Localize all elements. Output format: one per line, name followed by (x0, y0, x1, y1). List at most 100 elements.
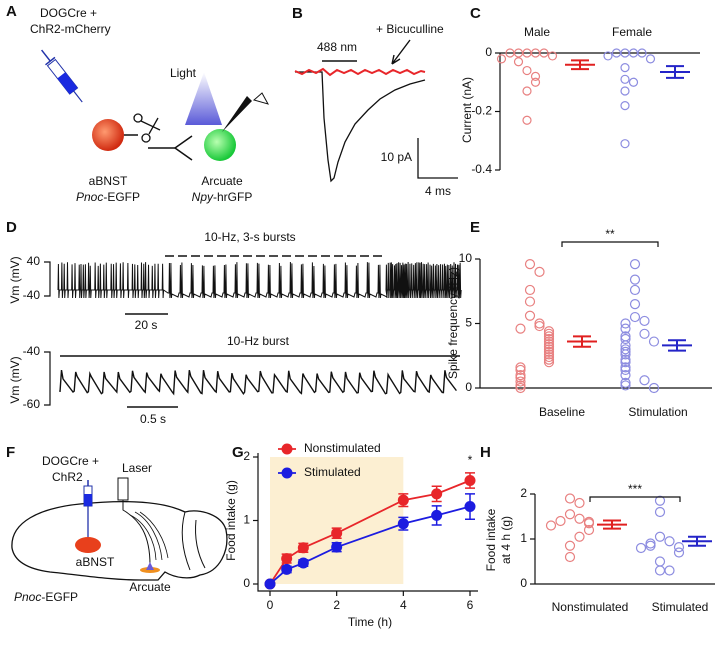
data-point (281, 563, 293, 575)
label: DOGCre + (42, 454, 99, 468)
error-bar (666, 65, 684, 79)
data-point (620, 377, 631, 388)
label: 4 ms (425, 184, 451, 198)
data-point (534, 266, 545, 277)
trace (59, 369, 457, 396)
data-point (620, 346, 631, 357)
data-point (648, 382, 660, 394)
data-point (635, 542, 647, 554)
data-point (654, 565, 666, 576)
data-point (543, 357, 555, 368)
y-axis-label: Food intake (g) (224, 480, 238, 561)
label: aBNST (89, 174, 128, 188)
label: 10-Hz burst (227, 334, 290, 348)
y-tick-label: -0.2 (471, 104, 492, 118)
trace (295, 71, 426, 183)
legend-marker (281, 467, 293, 479)
syringe (41, 49, 83, 103)
trace-d: 10-Hz, 3-s bursts Vm (mV) 40 -40 20 s 10… (8, 230, 462, 426)
label: 40 (27, 254, 41, 268)
data-point (397, 518, 409, 530)
x-tick-label: Stimulated (652, 600, 709, 614)
x-tick-label: 0 (267, 598, 274, 612)
panel-label: F (6, 444, 15, 461)
data-point (629, 259, 641, 270)
data-point (620, 370, 631, 381)
label: Arcuate (201, 174, 243, 188)
region-source (75, 537, 101, 553)
error-bar (688, 535, 706, 547)
label: -40 (23, 288, 41, 302)
y-axis-label: Spike frequency (Hz) (446, 267, 460, 379)
data-point (620, 380, 631, 391)
y-axis-label: Current (nA) (460, 77, 474, 143)
label: 488 nm (317, 40, 357, 54)
y-tick-label: 2 (243, 449, 250, 463)
data-point (620, 318, 631, 329)
data-point (515, 376, 526, 387)
label: 10 pA (381, 150, 412, 164)
panel-label: B (292, 5, 303, 22)
schematic-a: DOGCre + ChR2-mCherry Light aBNST Pnoc-E… (30, 6, 270, 204)
data-point (547, 51, 558, 61)
data-point (297, 542, 309, 554)
error-bar (603, 519, 621, 530)
legend-label: Stimulated (304, 465, 361, 479)
data-point (620, 344, 631, 355)
data-point (297, 557, 309, 569)
data-point (513, 57, 524, 67)
data-point (530, 77, 541, 87)
data-point (281, 553, 293, 565)
label: 10-Hz, 3-s bursts (204, 230, 295, 244)
data-point (639, 328, 650, 339)
x-tick-label: 6 (467, 598, 474, 612)
y-axis-label: at 4 h (g) (499, 516, 513, 564)
data-point (515, 382, 526, 394)
data-point (673, 541, 685, 553)
data-point (639, 375, 650, 386)
x-tick-label: Stimulation (628, 405, 687, 419)
data-point (522, 115, 532, 125)
data-point (620, 357, 631, 368)
brain (11, 500, 228, 581)
data-point (620, 354, 631, 365)
label: Npy-hrGFP (192, 190, 253, 204)
data-point (620, 74, 630, 84)
data-point (530, 71, 541, 82)
electrode (222, 96, 252, 132)
data-point (645, 54, 656, 64)
data-point (654, 556, 666, 567)
data-point (664, 536, 675, 547)
data-point (629, 299, 641, 310)
data-point (496, 54, 507, 64)
label: Pnoc-EGFP (76, 190, 140, 204)
x-tick-label: 2 (333, 598, 340, 612)
data-point (564, 493, 576, 504)
data-point (331, 541, 343, 553)
trace (57, 262, 462, 299)
panel-label: G (232, 444, 244, 461)
scissors (133, 113, 161, 143)
data-point (543, 328, 555, 339)
data-point (543, 336, 555, 347)
data-point (574, 497, 585, 509)
data-point (628, 77, 639, 87)
label: Pnoc-EGFP (14, 590, 78, 604)
y-tick-label: -0.4 (471, 162, 492, 176)
label: ChR2 (52, 470, 83, 484)
significance-bracket (589, 496, 681, 502)
data-point (620, 63, 630, 73)
data-point (524, 284, 536, 296)
data-point (524, 310, 536, 321)
panel-label: H (480, 444, 491, 461)
data-point (543, 326, 555, 337)
y-tick-label: 10 (459, 251, 473, 265)
data-point (620, 101, 630, 111)
data-point (583, 518, 595, 529)
panel-label: A (6, 3, 17, 20)
data-point (534, 320, 545, 332)
trace (294, 67, 426, 77)
data-point (564, 540, 576, 551)
data-point (464, 501, 476, 513)
